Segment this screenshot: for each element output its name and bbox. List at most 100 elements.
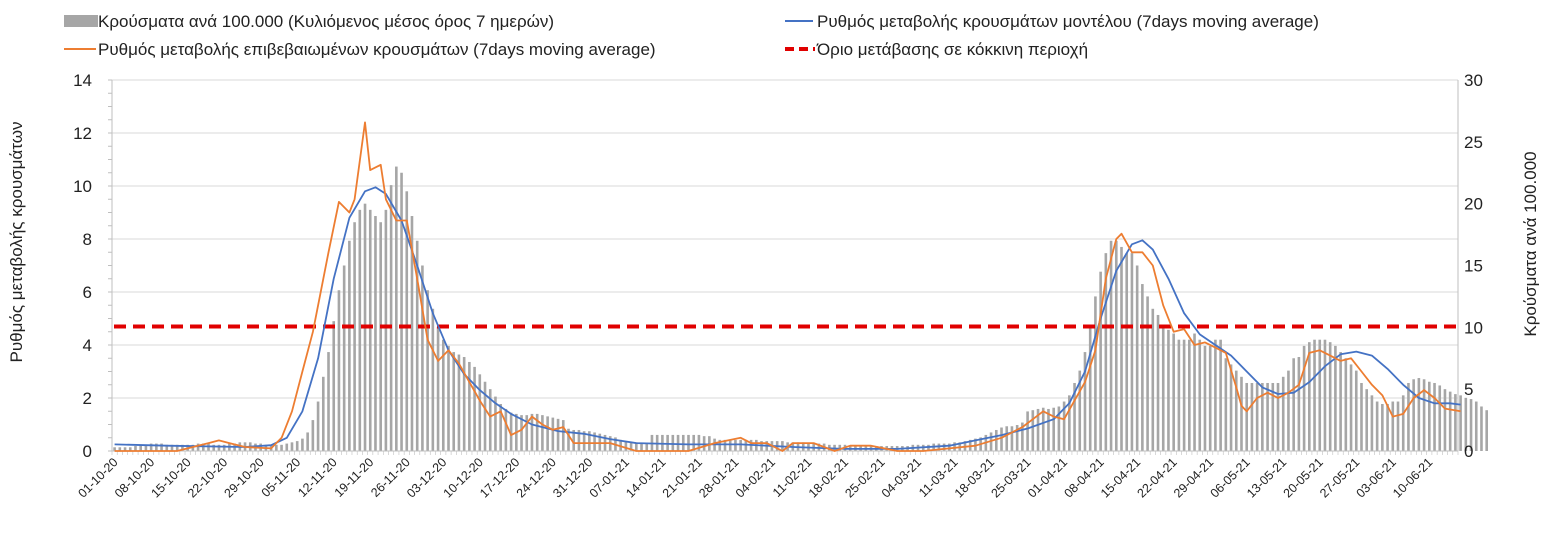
bar	[1261, 382, 1264, 451]
bar	[697, 434, 701, 451]
right-axis-tick-label: 10	[1464, 318, 1483, 337]
bar	[1255, 382, 1259, 451]
bar	[1266, 382, 1269, 451]
bar	[1454, 394, 1457, 451]
bar	[1161, 327, 1165, 451]
bar	[937, 443, 941, 451]
bar	[567, 428, 570, 451]
right-axis-tick-label: 5	[1464, 380, 1473, 399]
bar	[572, 429, 576, 451]
bar	[1323, 339, 1327, 451]
bar	[410, 216, 414, 451]
bar	[629, 442, 633, 451]
bar	[1313, 339, 1316, 451]
bar	[1068, 395, 1071, 451]
bar	[306, 432, 309, 451]
bar	[1234, 370, 1238, 451]
x-axis-tick-label: 19-11-20	[332, 455, 377, 500]
left-axis-tick-label: 0	[83, 442, 92, 461]
bar	[1052, 407, 1055, 451]
bar	[994, 429, 998, 451]
bar	[1208, 345, 1212, 451]
bar	[692, 434, 696, 451]
bar	[1120, 246, 1123, 451]
legend-label-threshold: Όριο μετάβασης σε κόκκινη περιοχή	[816, 40, 1088, 59]
bar	[436, 327, 440, 451]
bar	[483, 381, 487, 451]
x-axis-tick-label: 04-02-21	[733, 455, 778, 500]
line-series	[114, 121, 1461, 452]
bar	[1172, 333, 1175, 451]
left-axis-ticks: 0 2 4 6 8 10 12 14	[73, 71, 92, 461]
bar	[395, 166, 398, 452]
left-axis-tick-label: 8	[83, 230, 92, 249]
bar	[551, 417, 555, 451]
bar	[739, 439, 742, 451]
legend-label-confirmed: Ρυθμός μεταβολής επιβεβαιωμένων κρουσμάτ…	[98, 40, 656, 59]
bar	[149, 443, 153, 451]
bar	[400, 172, 403, 451]
bar	[165, 444, 169, 451]
bar	[311, 420, 315, 451]
bar	[640, 443, 643, 451]
bar	[1407, 382, 1410, 451]
bar	[1078, 370, 1082, 451]
bar	[1250, 382, 1254, 451]
bar	[1464, 397, 1468, 451]
bar	[525, 415, 529, 451]
bar	[1443, 389, 1447, 451]
bar	[155, 443, 158, 451]
bar	[1433, 382, 1436, 451]
bar	[1448, 391, 1452, 451]
bar	[379, 222, 382, 451]
bar	[1381, 404, 1384, 451]
bar	[1151, 308, 1155, 451]
bar	[1125, 253, 1129, 451]
bar	[353, 222, 356, 451]
bar	[593, 432, 596, 451]
bar	[415, 240, 419, 451]
bar	[504, 408, 508, 451]
bar	[321, 376, 325, 451]
bar	[201, 443, 205, 451]
bar	[718, 439, 722, 451]
bar	[1015, 425, 1019, 451]
bar	[1485, 410, 1488, 451]
right-axis-tick-label: 0	[1464, 442, 1473, 461]
bar	[144, 444, 148, 451]
bar	[666, 434, 669, 451]
left-axis-title: Ρυθμός μεταβολής κρουσμάτων	[7, 122, 26, 363]
left-axis-tick-label: 4	[83, 336, 92, 355]
bar	[1094, 296, 1097, 451]
legend-item-confirmed: Ρυθμός μεταβολής επιβεβαιωμένων κρουσμάτ…	[64, 40, 656, 59]
bar	[447, 345, 450, 451]
bar	[1146, 296, 1149, 451]
left-axis-tick-label: 12	[73, 124, 92, 143]
bar	[1459, 395, 1462, 451]
bar	[118, 447, 122, 451]
bar	[1104, 253, 1108, 451]
bar	[1240, 376, 1243, 451]
bar	[681, 434, 685, 451]
bar	[1047, 408, 1050, 451]
bar	[441, 339, 445, 451]
bar	[1109, 240, 1113, 451]
bar	[530, 413, 534, 451]
bar	[1036, 408, 1040, 451]
bar	[494, 396, 497, 451]
bar-series	[113, 166, 1488, 452]
x-axis-tick-label: 12-11-20	[295, 455, 340, 500]
bar	[1203, 345, 1207, 451]
bar	[478, 374, 482, 451]
bar	[1214, 339, 1217, 451]
bar	[1062, 401, 1066, 451]
bar	[1302, 345, 1306, 451]
bar	[421, 265, 424, 451]
bar	[1114, 240, 1118, 451]
bar	[1099, 271, 1102, 451]
bar	[285, 443, 289, 451]
legend-item-bars: Κρούσματα ανά 100.000 (Κυλιόμενος μέσος …	[64, 12, 554, 31]
bar	[635, 442, 638, 451]
bar	[389, 185, 393, 451]
axes	[108, 79, 1459, 455]
